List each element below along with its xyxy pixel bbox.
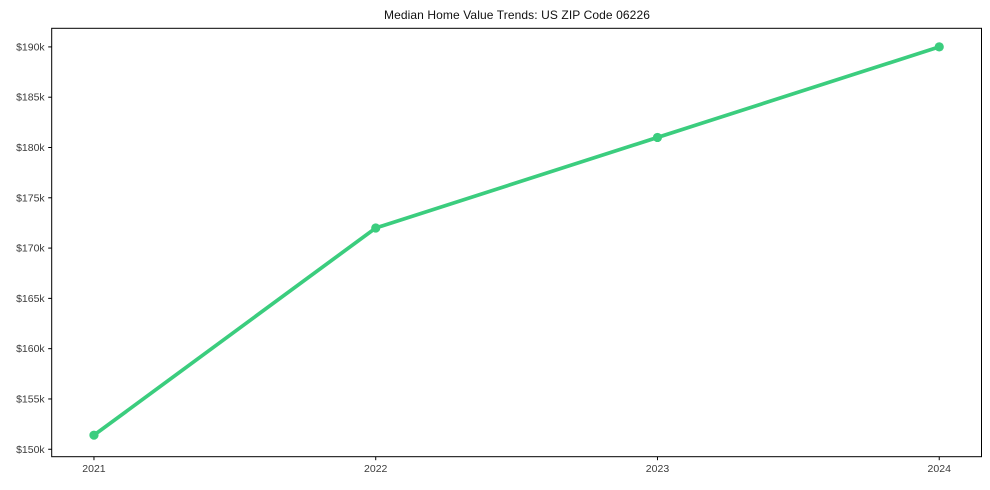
x-tick-label: 2021 <box>82 463 106 475</box>
data-point-2022 <box>371 223 381 233</box>
y-tick-label: $180k <box>16 142 45 154</box>
plot-border <box>51 27 982 458</box>
y-tick-label: $175k <box>16 192 45 204</box>
x-tick-label: 2024 <box>928 463 952 475</box>
y-tick-label: $185k <box>16 92 45 104</box>
y-tick-label: $190k <box>16 41 45 53</box>
data-point-2023 <box>652 132 663 143</box>
y-tick-label: $150k <box>16 444 45 456</box>
y-tick-label: $160k <box>16 343 45 355</box>
y-tick-label: $165k <box>16 293 45 305</box>
chart-title: Median Home Value Trends: US ZIP Code 06… <box>383 8 650 22</box>
x-tick-label: 2022 <box>364 463 388 475</box>
data-point-2024 <box>934 42 944 52</box>
data-point-2021 <box>89 430 99 440</box>
trend-line <box>92 45 942 438</box>
y-tick-label: $170k <box>16 243 45 255</box>
y-tick-label: $155k <box>16 393 45 405</box>
x-tick-label: 2023 <box>646 463 670 475</box>
